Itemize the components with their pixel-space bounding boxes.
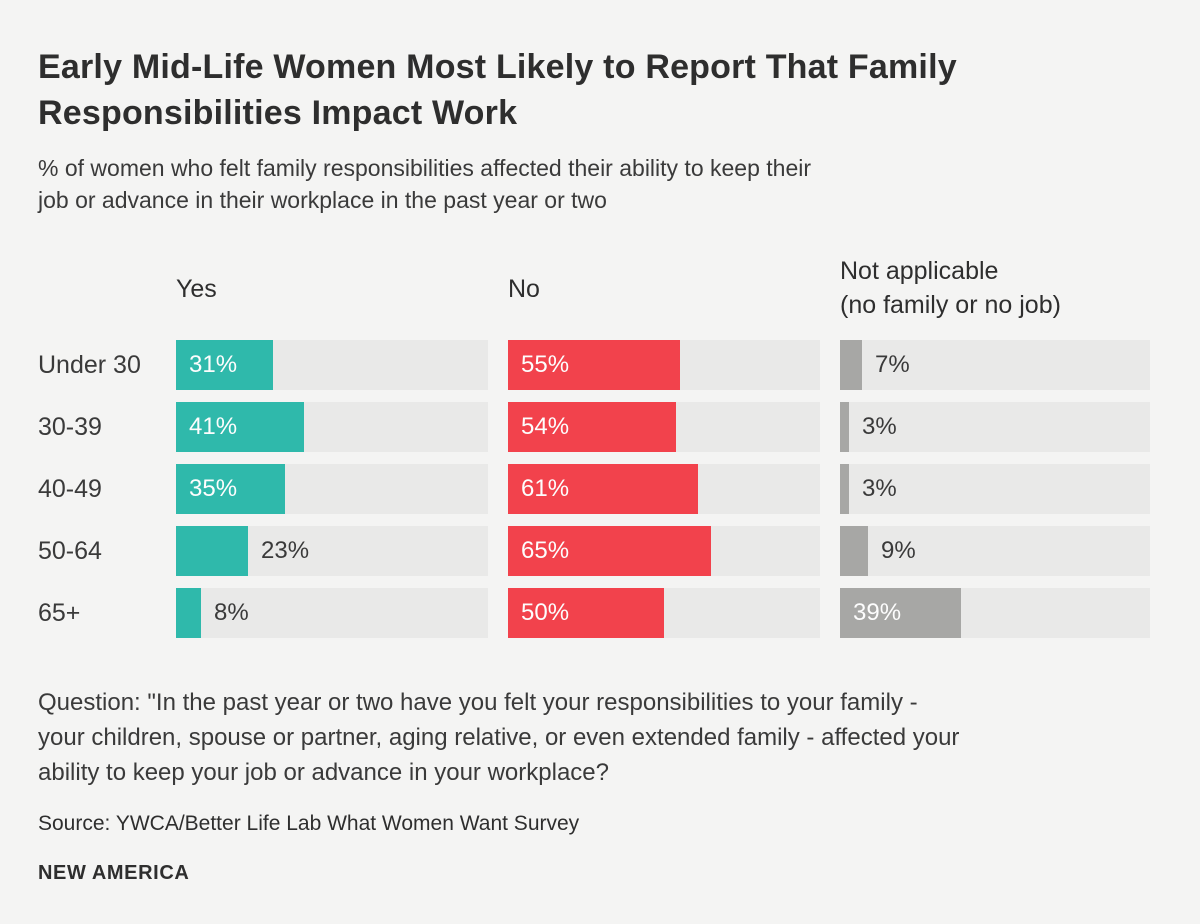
- column-header-not-applicable: Not applicable (no family or no job): [840, 257, 1061, 319]
- chart-page: Early Mid-Life Women Most Likely to Repo…: [38, 48, 1150, 884]
- chart-row: 65+ 8% 50% 39%: [38, 588, 1150, 638]
- bar-track: 61%: [508, 464, 820, 514]
- chart-rows: Under 30 31% 55% 7% 30-39 41% 54% 3% 40-49 35% 61%…: [38, 340, 1150, 638]
- bar-fill: [840, 402, 850, 452]
- column-header-yes: Yes: [176, 275, 217, 303]
- bar-track: 50%: [508, 588, 820, 638]
- chart-row: 50-64 23% 65% 9%: [38, 526, 1150, 576]
- bar-value-label: 50%: [521, 599, 570, 626]
- bar-track: 3%: [840, 402, 1150, 452]
- bar-fill: [176, 588, 201, 638]
- bar-track: 3%: [840, 464, 1150, 514]
- bar-track: 23%: [176, 526, 488, 576]
- bar-value-label: 3%: [862, 475, 897, 502]
- chart-subtitle: % of women who felt family responsibilit…: [38, 155, 812, 213]
- bar-fill: [840, 588, 961, 638]
- bar-fill: [176, 402, 304, 452]
- bar-value-label: 35%: [189, 475, 238, 502]
- bar-track: 8%: [176, 588, 488, 638]
- bar-track: 7%: [840, 340, 1150, 390]
- bar-value-label: 65%: [521, 537, 570, 564]
- bar-track: 55%: [508, 340, 820, 390]
- bar-fill: [840, 526, 868, 576]
- bar-value-label: 41%: [189, 413, 238, 440]
- bar-value-label: 31%: [189, 351, 238, 378]
- page-title: Early Mid-Life Women Most Likely to Repo…: [38, 48, 957, 132]
- bar-value-label: 39%: [853, 599, 902, 626]
- bar-value-label: 61%: [521, 475, 570, 502]
- row-label: 40-49: [38, 474, 102, 503]
- bar-track: 41%: [176, 402, 488, 452]
- bar-fill: [840, 340, 862, 390]
- bar-fill: [508, 402, 677, 452]
- bar-fill: [508, 340, 680, 390]
- row-label: 50-64: [38, 536, 102, 565]
- bar-value-label: 3%: [862, 413, 897, 440]
- source-note: Source: YWCA/Better Life Lab What Women …: [38, 812, 580, 835]
- chart-row: 30-39 41% 54% 3%: [38, 402, 1150, 452]
- bar-value-label: 23%: [261, 537, 310, 564]
- bar-track: 35%: [176, 464, 488, 514]
- bar-fill: [508, 464, 699, 514]
- bar-value-label: 8%: [214, 599, 249, 626]
- bar-track: 65%: [508, 526, 820, 576]
- bar-fill: [176, 340, 273, 390]
- bar-track: 9%: [840, 526, 1150, 576]
- bar-value-label: 7%: [875, 351, 910, 378]
- bar-fill: [508, 588, 664, 638]
- bar-fill: [840, 464, 850, 514]
- row-label: 30-39: [38, 412, 102, 441]
- new-america-logo: NEW AMERICA: [38, 862, 190, 884]
- bar-value-label: 55%: [521, 351, 570, 378]
- bar-track: 31%: [176, 340, 488, 390]
- column-header-no: No: [508, 275, 540, 303]
- chart: Yes No Not applicable (no family or no j…: [38, 216, 1150, 638]
- row-label: 65+: [38, 598, 81, 627]
- question-note: Question: "In the past year or two have …: [38, 689, 960, 786]
- bar-track: 54%: [508, 402, 820, 452]
- bar-fill: [176, 526, 248, 576]
- bar-fill: [176, 464, 286, 514]
- bar-track: 39%: [840, 588, 1150, 638]
- bar-value-label: 9%: [881, 537, 916, 564]
- chart-row: Under 30 31% 55% 7%: [38, 340, 1150, 390]
- bar-value-label: 54%: [521, 413, 570, 440]
- bar-fill: [508, 526, 711, 576]
- chart-row: 40-49 35% 61% 3%: [38, 464, 1150, 514]
- chart-column-headers: Yes No Not applicable (no family or no j…: [38, 216, 1150, 322]
- row-label: Under 30: [38, 350, 141, 379]
